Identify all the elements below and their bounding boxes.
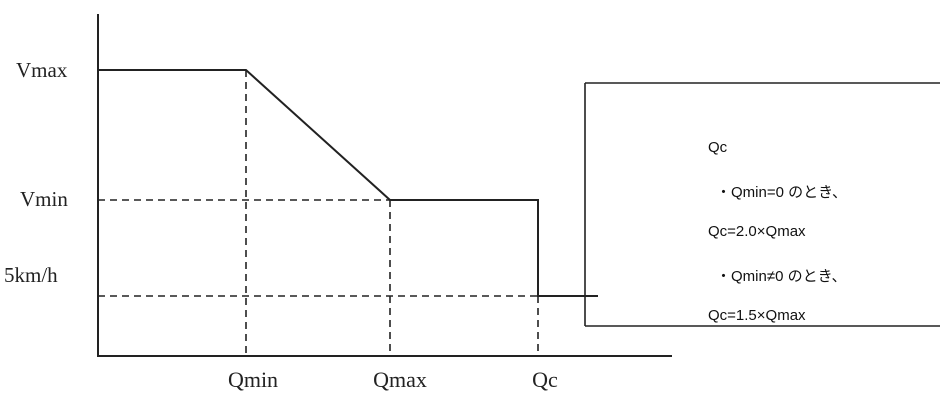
qmax-label: Qmax xyxy=(373,367,427,392)
five-kmh-label: 5km/h xyxy=(4,263,58,287)
note-case1-formula: Qc=2.0×Qmax xyxy=(708,223,806,240)
vmin-label: Vmin xyxy=(20,187,68,211)
note-title: Qc xyxy=(708,139,728,156)
note-case2-formula: Qc=1.5×Qmax xyxy=(708,307,806,324)
qmin-label: Qmin xyxy=(228,367,278,392)
qc-label: Qc xyxy=(532,367,558,392)
qc-note-box: Qc ・Qmin=0 のとき、 Qc=2.0×Qmax ・Qmin≠0 のとき、… xyxy=(684,83,940,327)
note-case1-condition: ・Qmin=0 のとき、 xyxy=(716,184,848,201)
note-case2-condition: ・Qmin≠0 のとき、 xyxy=(716,268,847,285)
note-box-border xyxy=(584,82,940,327)
speed-curve xyxy=(98,69,598,297)
vmax-label: Vmax xyxy=(16,58,68,82)
